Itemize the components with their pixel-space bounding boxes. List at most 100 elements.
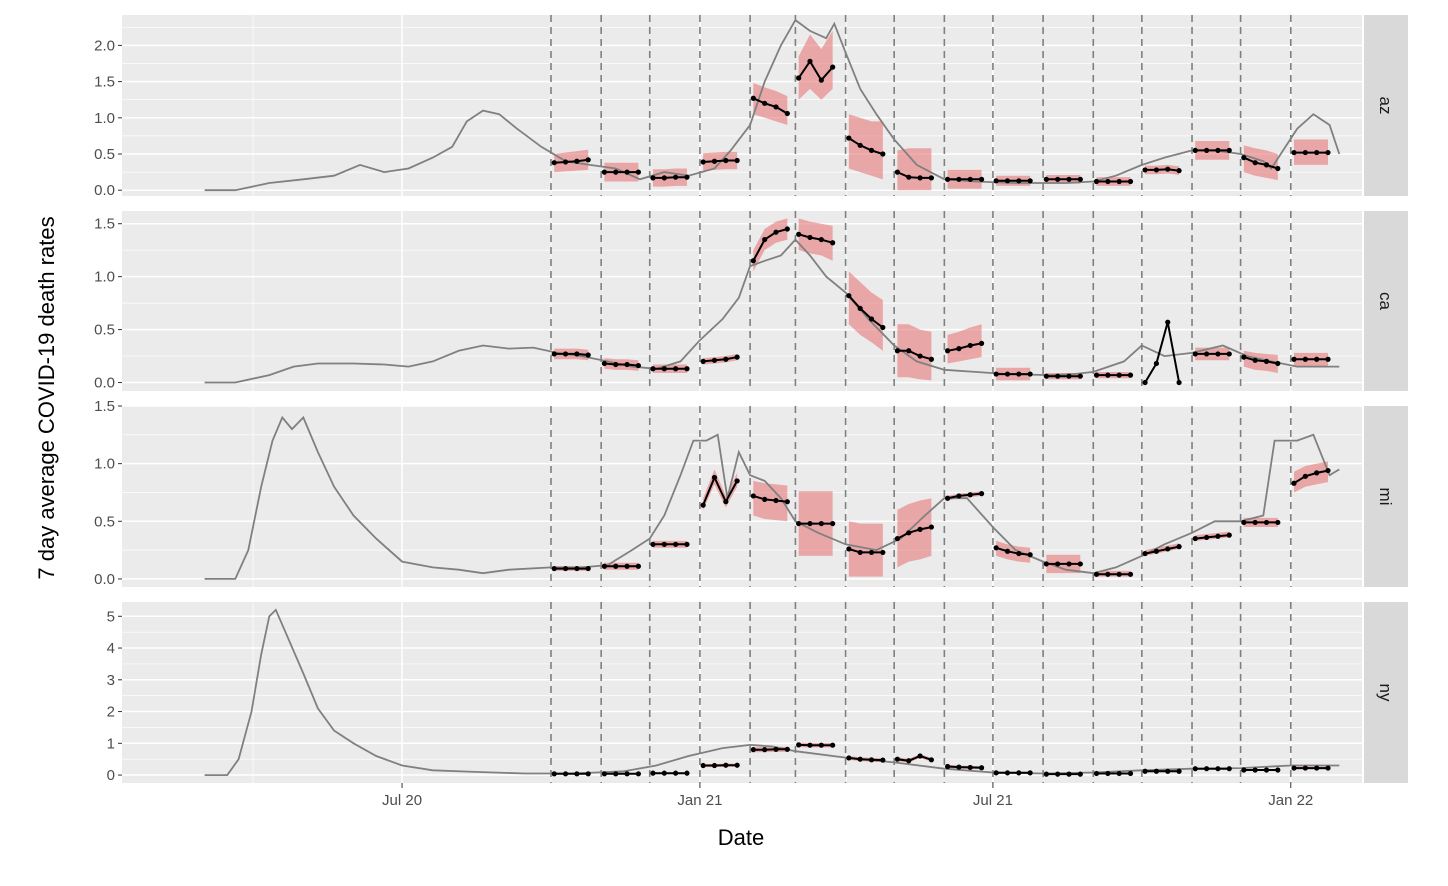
forecast-point bbox=[1275, 165, 1281, 172]
forecast-point bbox=[1192, 766, 1198, 772]
forecast-point bbox=[1252, 767, 1258, 773]
forecast-point bbox=[796, 742, 802, 748]
forecast-point bbox=[1043, 771, 1049, 777]
forecast-interval-band bbox=[798, 30, 833, 100]
forecast-line bbox=[897, 754, 932, 762]
forecast-point bbox=[1165, 768, 1171, 774]
forecast-point bbox=[978, 176, 985, 182]
forecast-point bbox=[613, 771, 619, 777]
forecast-point bbox=[1116, 372, 1122, 378]
forecast-point bbox=[928, 524, 934, 530]
forecast-interval-band bbox=[897, 148, 932, 191]
forecast-point bbox=[1142, 550, 1148, 557]
forecast-point bbox=[1192, 535, 1198, 542]
forecast-line bbox=[848, 548, 883, 554]
forecast-point bbox=[944, 176, 951, 182]
forecast-point bbox=[734, 354, 740, 360]
y-tick-label: 1.0 bbox=[94, 269, 115, 286]
forecast-point bbox=[624, 563, 630, 569]
forecast-point bbox=[830, 64, 836, 70]
forecast-point bbox=[1105, 770, 1111, 777]
forecast-point bbox=[880, 151, 886, 157]
forecast-line bbox=[1243, 156, 1279, 170]
forecast-point bbox=[1252, 357, 1258, 363]
forecast-point bbox=[1203, 351, 1210, 357]
forecast-point bbox=[1263, 162, 1270, 168]
forecast-interval-band bbox=[1243, 145, 1278, 181]
forecast-point bbox=[1203, 534, 1210, 541]
forecast-interval-band bbox=[848, 271, 883, 351]
forecast-point bbox=[1176, 168, 1182, 174]
forecast-point bbox=[1325, 149, 1331, 156]
forecast-point bbox=[1116, 770, 1122, 777]
forecast-point bbox=[673, 770, 679, 776]
forecast-point bbox=[830, 240, 836, 246]
forecast-point bbox=[750, 258, 756, 264]
facet-panel-mi: 0.0 0.5 1.0 1.5 mi bbox=[94, 398, 1408, 588]
y-tick-label: 4 bbox=[107, 640, 115, 657]
forecast-point bbox=[1165, 546, 1171, 552]
forecast-point bbox=[818, 742, 824, 748]
forecast-point bbox=[944, 495, 951, 501]
forecast-line bbox=[1243, 356, 1278, 365]
forecast-point bbox=[700, 502, 706, 508]
forecast-line bbox=[897, 349, 932, 361]
forecast-point bbox=[1027, 371, 1033, 377]
forecast-point bbox=[906, 348, 912, 354]
forecast-point bbox=[673, 366, 679, 372]
forecast-point bbox=[613, 563, 619, 569]
forecast-point bbox=[944, 348, 951, 354]
forecast-line bbox=[1293, 469, 1329, 485]
facet-panel-az: 0.0 0.5 1.0 1.5 2.0 az bbox=[94, 15, 1408, 199]
forecast-point bbox=[1291, 356, 1297, 362]
forecast-point bbox=[585, 565, 591, 572]
forecast-point bbox=[562, 159, 569, 165]
facet-strip bbox=[1364, 406, 1408, 587]
forecast-point bbox=[1043, 176, 1049, 182]
forecast-line bbox=[848, 756, 883, 762]
forecast-point bbox=[1165, 319, 1171, 325]
forecast-point bbox=[967, 342, 973, 349]
facet-panel-ca: 0.0 0.5 1.0 1.5 ca bbox=[94, 211, 1408, 392]
forecast-line bbox=[1144, 545, 1180, 555]
forecast-line bbox=[848, 137, 884, 155]
forecast-point bbox=[993, 770, 999, 776]
forecast-point bbox=[1077, 373, 1083, 379]
forecast-interval-band bbox=[798, 218, 833, 261]
forecast-point bbox=[784, 746, 790, 752]
forecast-point bbox=[1105, 571, 1111, 577]
x-axis-title: Date bbox=[718, 825, 764, 850]
forecast-point bbox=[1176, 544, 1182, 550]
forecast-line bbox=[703, 356, 738, 363]
forecast-point bbox=[613, 169, 619, 175]
forecast-point bbox=[1066, 771, 1072, 777]
forecast-line bbox=[798, 233, 833, 244]
forecast-point bbox=[1077, 176, 1083, 182]
forecast-line bbox=[702, 475, 738, 506]
forecast-point bbox=[894, 535, 901, 542]
panel-background bbox=[122, 211, 1362, 391]
forecast-point bbox=[601, 360, 608, 367]
forecast-point bbox=[830, 520, 836, 527]
forecast-point bbox=[1127, 178, 1134, 185]
forecast-point bbox=[1176, 379, 1182, 386]
forecast-point bbox=[1325, 356, 1331, 362]
forecast-point bbox=[1252, 519, 1258, 526]
x-axis: Jul 20 Jan 21 Jul 21 Jan 22 bbox=[382, 783, 1313, 809]
forecast-point bbox=[585, 157, 591, 163]
forecast-point bbox=[551, 771, 557, 777]
forecast-point bbox=[857, 305, 863, 312]
forecast-line bbox=[848, 295, 884, 329]
forecast-point bbox=[1314, 470, 1320, 476]
forecast-point bbox=[993, 178, 999, 184]
x-tick-label: Jul 21 bbox=[973, 792, 1013, 809]
y-tick-label: 2 bbox=[107, 704, 115, 721]
forecast-point bbox=[762, 100, 768, 106]
facet-strip bbox=[1364, 211, 1408, 391]
forecast-point bbox=[551, 160, 557, 166]
forecast-point bbox=[773, 229, 779, 235]
forecast-point bbox=[574, 351, 580, 357]
forecast-point bbox=[967, 764, 973, 771]
forecast-point bbox=[1314, 149, 1320, 156]
forecast-point bbox=[1004, 770, 1011, 776]
